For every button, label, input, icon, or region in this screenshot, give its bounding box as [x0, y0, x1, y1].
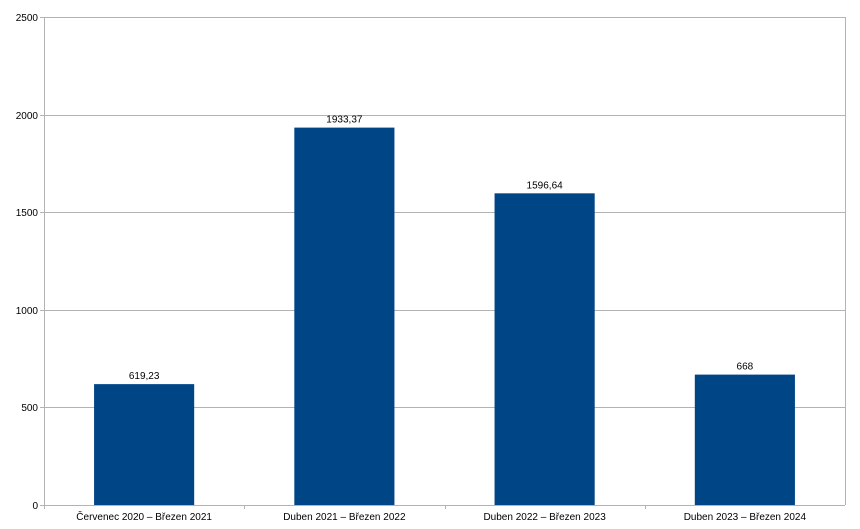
data-labels: 619,23 1933,37 1596,64 668: [129, 115, 754, 383]
y-tick-label: 0: [32, 501, 38, 512]
bar: [494, 193, 595, 505]
x-tick-label: Duben 2021 – Březen 2022: [283, 512, 406, 523]
data-label: 1933,37: [326, 115, 363, 126]
x-tick-labels: Červenec 2020 – Březen 2021 Duben 2021 – …: [76, 510, 806, 523]
bar: [94, 384, 195, 505]
y-tick-label: 1500: [16, 208, 39, 219]
bar: [694, 374, 795, 505]
y-tick-label: 2000: [16, 111, 39, 122]
data-label: 1596,64: [527, 180, 564, 191]
bars: [94, 127, 795, 506]
y-tick-label: 500: [21, 403, 38, 414]
y-tick-labels: 0 500 1000 1500 2000 2500: [16, 13, 39, 512]
bar: [294, 127, 395, 506]
x-tick-label: Červenec 2020 – Březen 2021: [76, 510, 212, 523]
x-tick-label: Duben 2023 – Březen 2024: [684, 512, 807, 523]
x-tick-label: Duben 2022 – Březen 2023: [483, 512, 606, 523]
data-label: 619,23: [129, 371, 160, 382]
data-label: 668: [737, 362, 754, 373]
y-tick-label: 1000: [16, 306, 39, 317]
y-tick-label: 2500: [16, 13, 39, 24]
